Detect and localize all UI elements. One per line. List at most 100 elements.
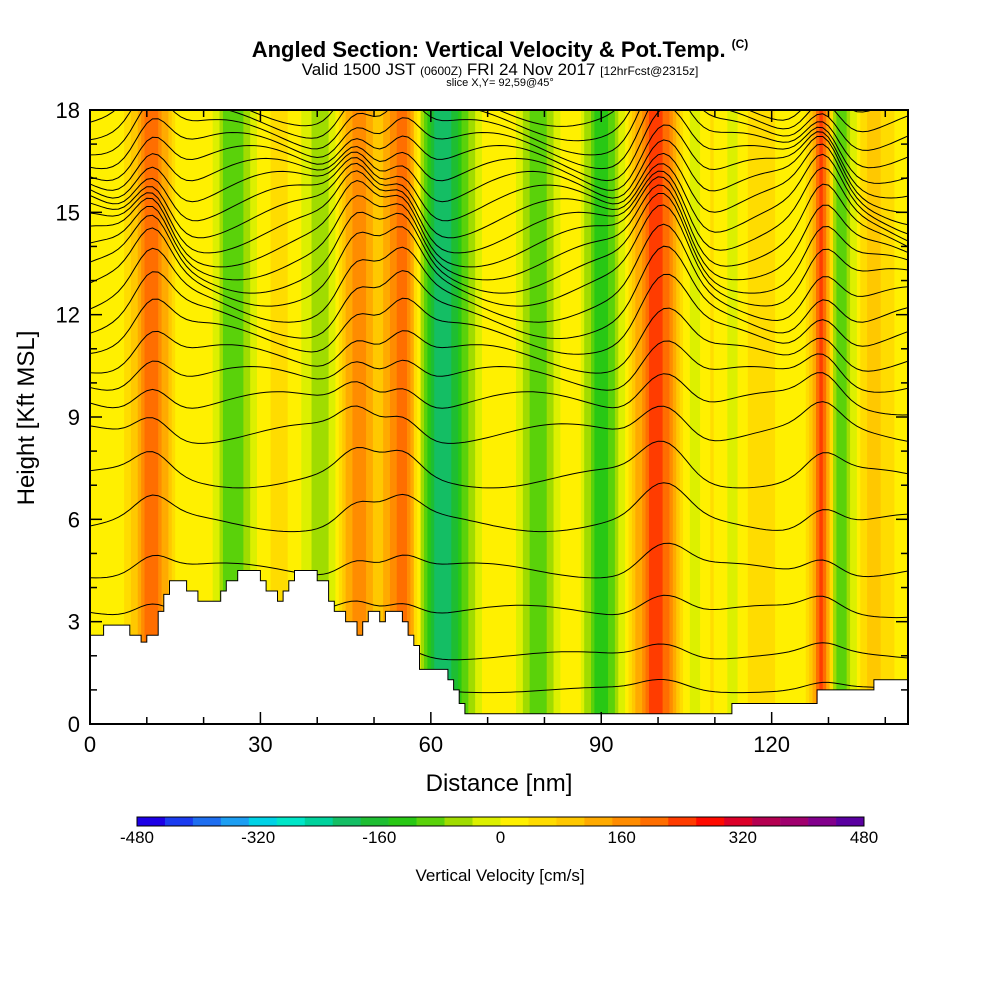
velocity-cell [117, 110, 122, 724]
velocity-cell [611, 110, 616, 724]
velocity-cell [597, 110, 602, 724]
velocity-cell [304, 110, 309, 724]
velocity-cell [362, 110, 367, 724]
velocity-cell [781, 110, 786, 724]
velocity-cell [880, 110, 885, 724]
x-axis-ticks: 0 30 60 90 120 [84, 110, 887, 757]
subtitle-valid: Valid 1500 JST [301, 60, 416, 79]
velocity-cell [740, 110, 745, 724]
velocity-cell [233, 110, 238, 724]
velocity-cell [850, 110, 855, 724]
y-tick-label: 3 [68, 610, 80, 635]
velocity-cell [556, 110, 561, 724]
velocity-cell [458, 110, 463, 724]
velocity-cell [625, 110, 630, 724]
velocity-cell [430, 110, 435, 724]
theta-contour [90, 110, 908, 184]
velocity-cell [802, 110, 807, 724]
velocity-cell [703, 110, 708, 724]
theta-contour [90, 143, 908, 226]
velocity-cell [604, 110, 609, 724]
subtitle-utc: (0600Z) [420, 64, 463, 78]
velocity-cell [683, 110, 688, 724]
velocity-cell [539, 110, 544, 724]
theta-contour [90, 167, 908, 254]
velocity-cell [154, 110, 159, 724]
velocity-cell [369, 110, 374, 724]
velocity-cell [464, 110, 469, 724]
velocity-cell [720, 110, 725, 724]
velocity-cell [120, 110, 125, 724]
velocity-cell [171, 110, 176, 724]
velocity-cell [250, 110, 255, 724]
velocity-cell [403, 110, 408, 724]
y-axis-label: Height [Kft MSL] [13, 331, 40, 506]
velocity-cell [144, 110, 149, 724]
velocity-cell [792, 110, 797, 724]
velocity-cell [730, 110, 735, 724]
velocity-cell [451, 110, 456, 724]
colorbar-swatch [612, 817, 641, 826]
velocity-cell [209, 110, 214, 724]
colorbar-tick-label: 320 [729, 828, 757, 847]
velocity-cell [529, 110, 534, 724]
velocity-cell [659, 110, 664, 724]
velocity-cell [628, 110, 633, 724]
velocity-cell [601, 110, 606, 724]
velocity-cell [873, 110, 878, 724]
velocity-cell [168, 110, 173, 724]
velocity-cell [427, 110, 432, 724]
velocity-cell [287, 110, 292, 724]
x-tick-label: 30 [248, 732, 272, 757]
velocity-cell [502, 110, 507, 724]
velocity-cell [543, 110, 548, 724]
colorbar-tick-label: 160 [608, 828, 636, 847]
velocity-cell [257, 110, 262, 724]
colorbar-swatch [696, 817, 725, 826]
velocity-cell [580, 110, 585, 724]
velocity-cell [512, 110, 517, 724]
velocity-cell [202, 110, 207, 724]
velocity-cell [195, 110, 200, 724]
velocity-cell [372, 110, 377, 724]
velocity-cell [447, 110, 452, 724]
velocity-cell [526, 110, 531, 724]
velocity-cell [867, 110, 872, 724]
colorbar-swatch [528, 817, 557, 826]
theta-contour [90, 193, 908, 294]
velocity-cell [393, 110, 398, 724]
velocity-cell [338, 110, 343, 724]
velocity-cell [110, 110, 115, 724]
velocity-cell [243, 110, 248, 724]
colorbar-swatch [500, 817, 529, 826]
subtitle-forecast: [12hrFcst@2315z] [600, 64, 699, 78]
velocity-cell [870, 110, 875, 724]
colorbar-swatch [640, 817, 669, 826]
velocity-cell [522, 110, 527, 724]
colorbar-swatch [808, 817, 837, 826]
x-tick-label: 60 [419, 732, 443, 757]
velocity-cell [863, 110, 868, 724]
theta-contour [90, 307, 908, 374]
y-tick-label: 12 [56, 303, 80, 328]
velocity-cell [890, 110, 895, 724]
x-tick-label: 0 [84, 732, 96, 757]
velocity-cell [229, 110, 234, 724]
velocity-cell [342, 110, 347, 724]
theta-contour [90, 124, 908, 199]
velocity-cell [441, 110, 446, 724]
velocity-cell [621, 110, 626, 724]
velocity-cell [785, 110, 790, 724]
velocity-cell [839, 110, 844, 724]
velocity-cell [454, 110, 459, 724]
velocity-cell [297, 110, 302, 724]
velocity-cell [325, 110, 330, 724]
velocity-cell [376, 110, 381, 724]
theta-contour [90, 372, 908, 416]
velocity-cell [236, 110, 241, 724]
velocity-cell [516, 110, 521, 724]
title-tag: (C) [731, 37, 749, 51]
velocity-cell [536, 110, 541, 724]
velocity-cell [618, 110, 623, 724]
velocity-cell [359, 110, 364, 724]
